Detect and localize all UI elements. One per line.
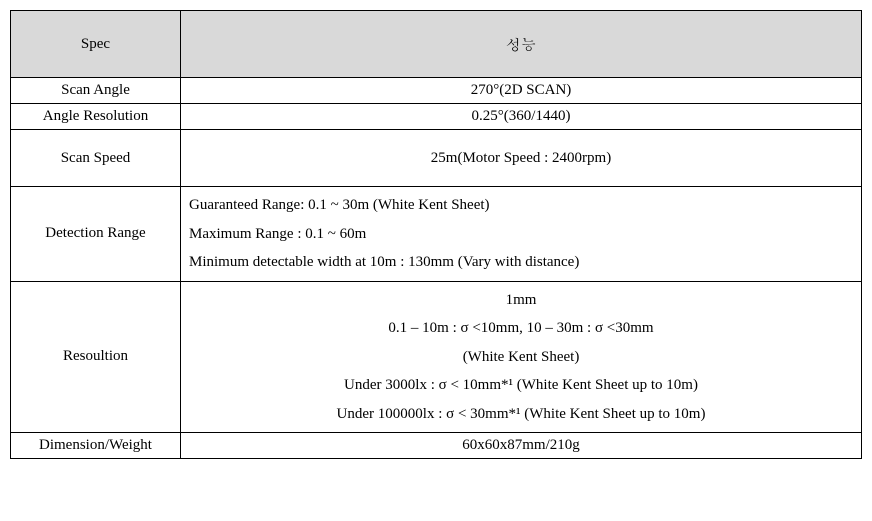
value-cell: 0.25°(360/1440)	[181, 104, 862, 130]
spec-cell: Dimension/Weight	[11, 433, 181, 459]
value-line: Under 100000lx : σ < 30mm*¹ (White Kent …	[187, 400, 855, 429]
table-row: Dimension/Weight60x60x87mm/210g	[11, 433, 862, 459]
table-row: Detection Range Guaranteed Range: 0.1 ~ 3…	[11, 187, 862, 282]
value-line: (White Kent Sheet)	[187, 343, 855, 372]
spec-cell: Angle Resolution	[11, 104, 181, 130]
table-row: Angle Resolution0.25°(360/1440)	[11, 104, 862, 130]
value-line: Maximum Range : 0.1 ~ 60m	[189, 220, 855, 249]
value-cell: 60x60x87mm/210g	[181, 433, 862, 459]
value-line: Under 3000lx : σ < 10mm*¹ (White Kent Sh…	[187, 371, 855, 400]
spec-cell: Scan Speed	[11, 130, 181, 187]
spec-cell: Detection Range	[11, 187, 181, 282]
header-row: Spec 성능	[11, 11, 862, 78]
value-cell: 25m(Motor Speed : 2400rpm)	[181, 130, 862, 187]
header-spec: Spec	[11, 11, 181, 78]
value-line: 0.1 – 10m : σ <10mm, 10 – 30m : σ <30mm	[187, 314, 855, 343]
value-cell: 1mm0.1 – 10m : σ <10mm, 10 – 30m : σ <30…	[181, 281, 862, 433]
table-row: Scan Speed25m(Motor Speed : 2400rpm)	[11, 130, 862, 187]
value-line: Guaranteed Range: 0.1 ~ 30m (White Kent …	[189, 191, 855, 220]
value-line: 1mm	[187, 286, 855, 315]
value-cell: Guaranteed Range: 0.1 ~ 30m (White Kent …	[181, 187, 862, 282]
header-perf: 성능	[181, 11, 862, 78]
value-cell: 270°(2D SCAN)	[181, 78, 862, 104]
table-row: Scan Angle270°(2D SCAN)	[11, 78, 862, 104]
spec-cell: Scan Angle	[11, 78, 181, 104]
table-body: Scan Angle270°(2D SCAN)Angle Resolution0…	[11, 78, 862, 459]
value-line: Minimum detectable width at 10m : 130mm …	[189, 248, 855, 277]
table-row: Resoultion1mm0.1 – 10m : σ <10mm, 10 – 3…	[11, 281, 862, 433]
spec-cell: Resoultion	[11, 281, 181, 433]
spec-table: Spec 성능 Scan Angle270°(2D SCAN)Angle Res…	[10, 10, 862, 459]
